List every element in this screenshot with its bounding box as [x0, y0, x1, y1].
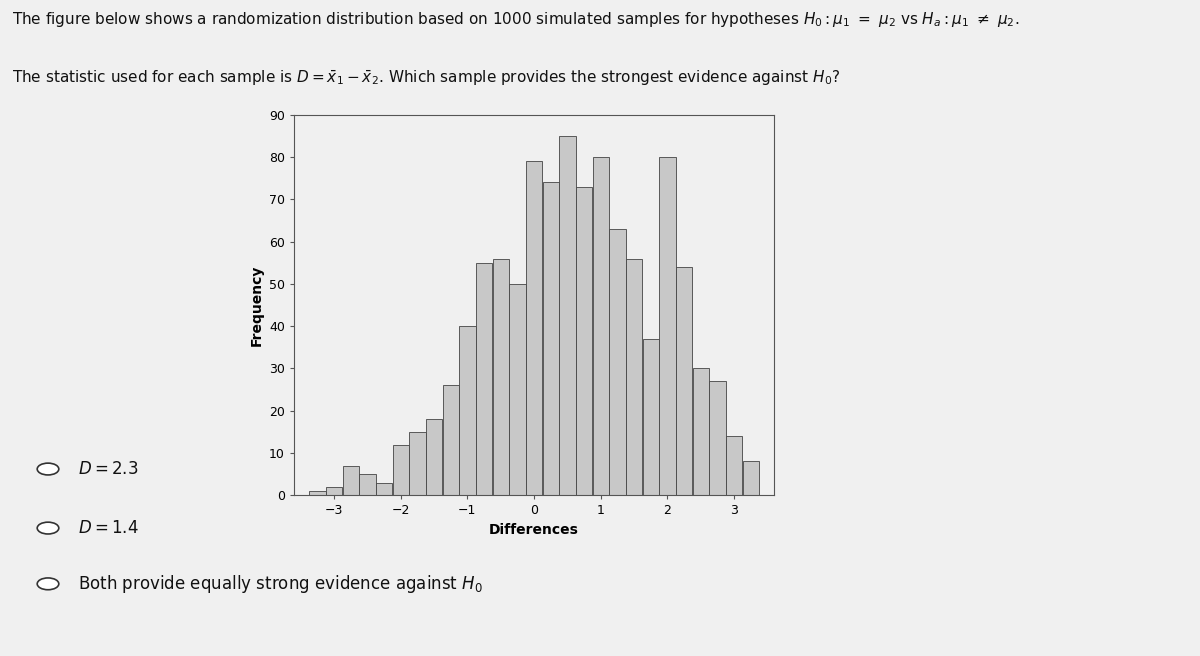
Bar	[326, 487, 342, 495]
Bar	[726, 436, 742, 495]
Bar	[610, 229, 625, 495]
Bar	[659, 157, 676, 495]
Text: The figure below shows a randomization distribution based on 1000 simulated samp: The figure below shows a randomization d…	[12, 10, 1019, 29]
Bar	[626, 258, 642, 495]
Bar	[359, 474, 376, 495]
Bar	[526, 161, 542, 495]
Bar	[676, 267, 692, 495]
Bar	[559, 136, 576, 495]
Bar	[460, 326, 475, 495]
Bar	[409, 432, 426, 495]
Text: $D = 2.3$: $D = 2.3$	[78, 460, 138, 478]
Text: $D = 1.4$: $D = 1.4$	[78, 519, 139, 537]
Bar	[593, 157, 608, 495]
Text: The statistic used for each sample is $D = \bar{x}_1 - \bar{x}_2$. Which sample : The statistic used for each sample is $D…	[12, 69, 840, 88]
Bar	[376, 483, 392, 495]
Text: Both provide equally strong evidence against $H_0$: Both provide equally strong evidence aga…	[78, 573, 482, 595]
Bar	[492, 258, 509, 495]
Bar	[692, 369, 709, 495]
Bar	[642, 339, 659, 495]
Y-axis label: Frequency: Frequency	[250, 264, 264, 346]
Bar	[709, 381, 726, 495]
Bar	[743, 461, 758, 495]
Bar	[310, 491, 325, 495]
Bar	[342, 466, 359, 495]
Bar	[509, 284, 526, 495]
Bar	[426, 419, 442, 495]
Bar	[542, 182, 559, 495]
Bar	[443, 385, 458, 495]
X-axis label: Differences: Differences	[490, 523, 578, 537]
Bar	[576, 187, 592, 495]
Bar	[392, 445, 409, 495]
Bar	[476, 263, 492, 495]
